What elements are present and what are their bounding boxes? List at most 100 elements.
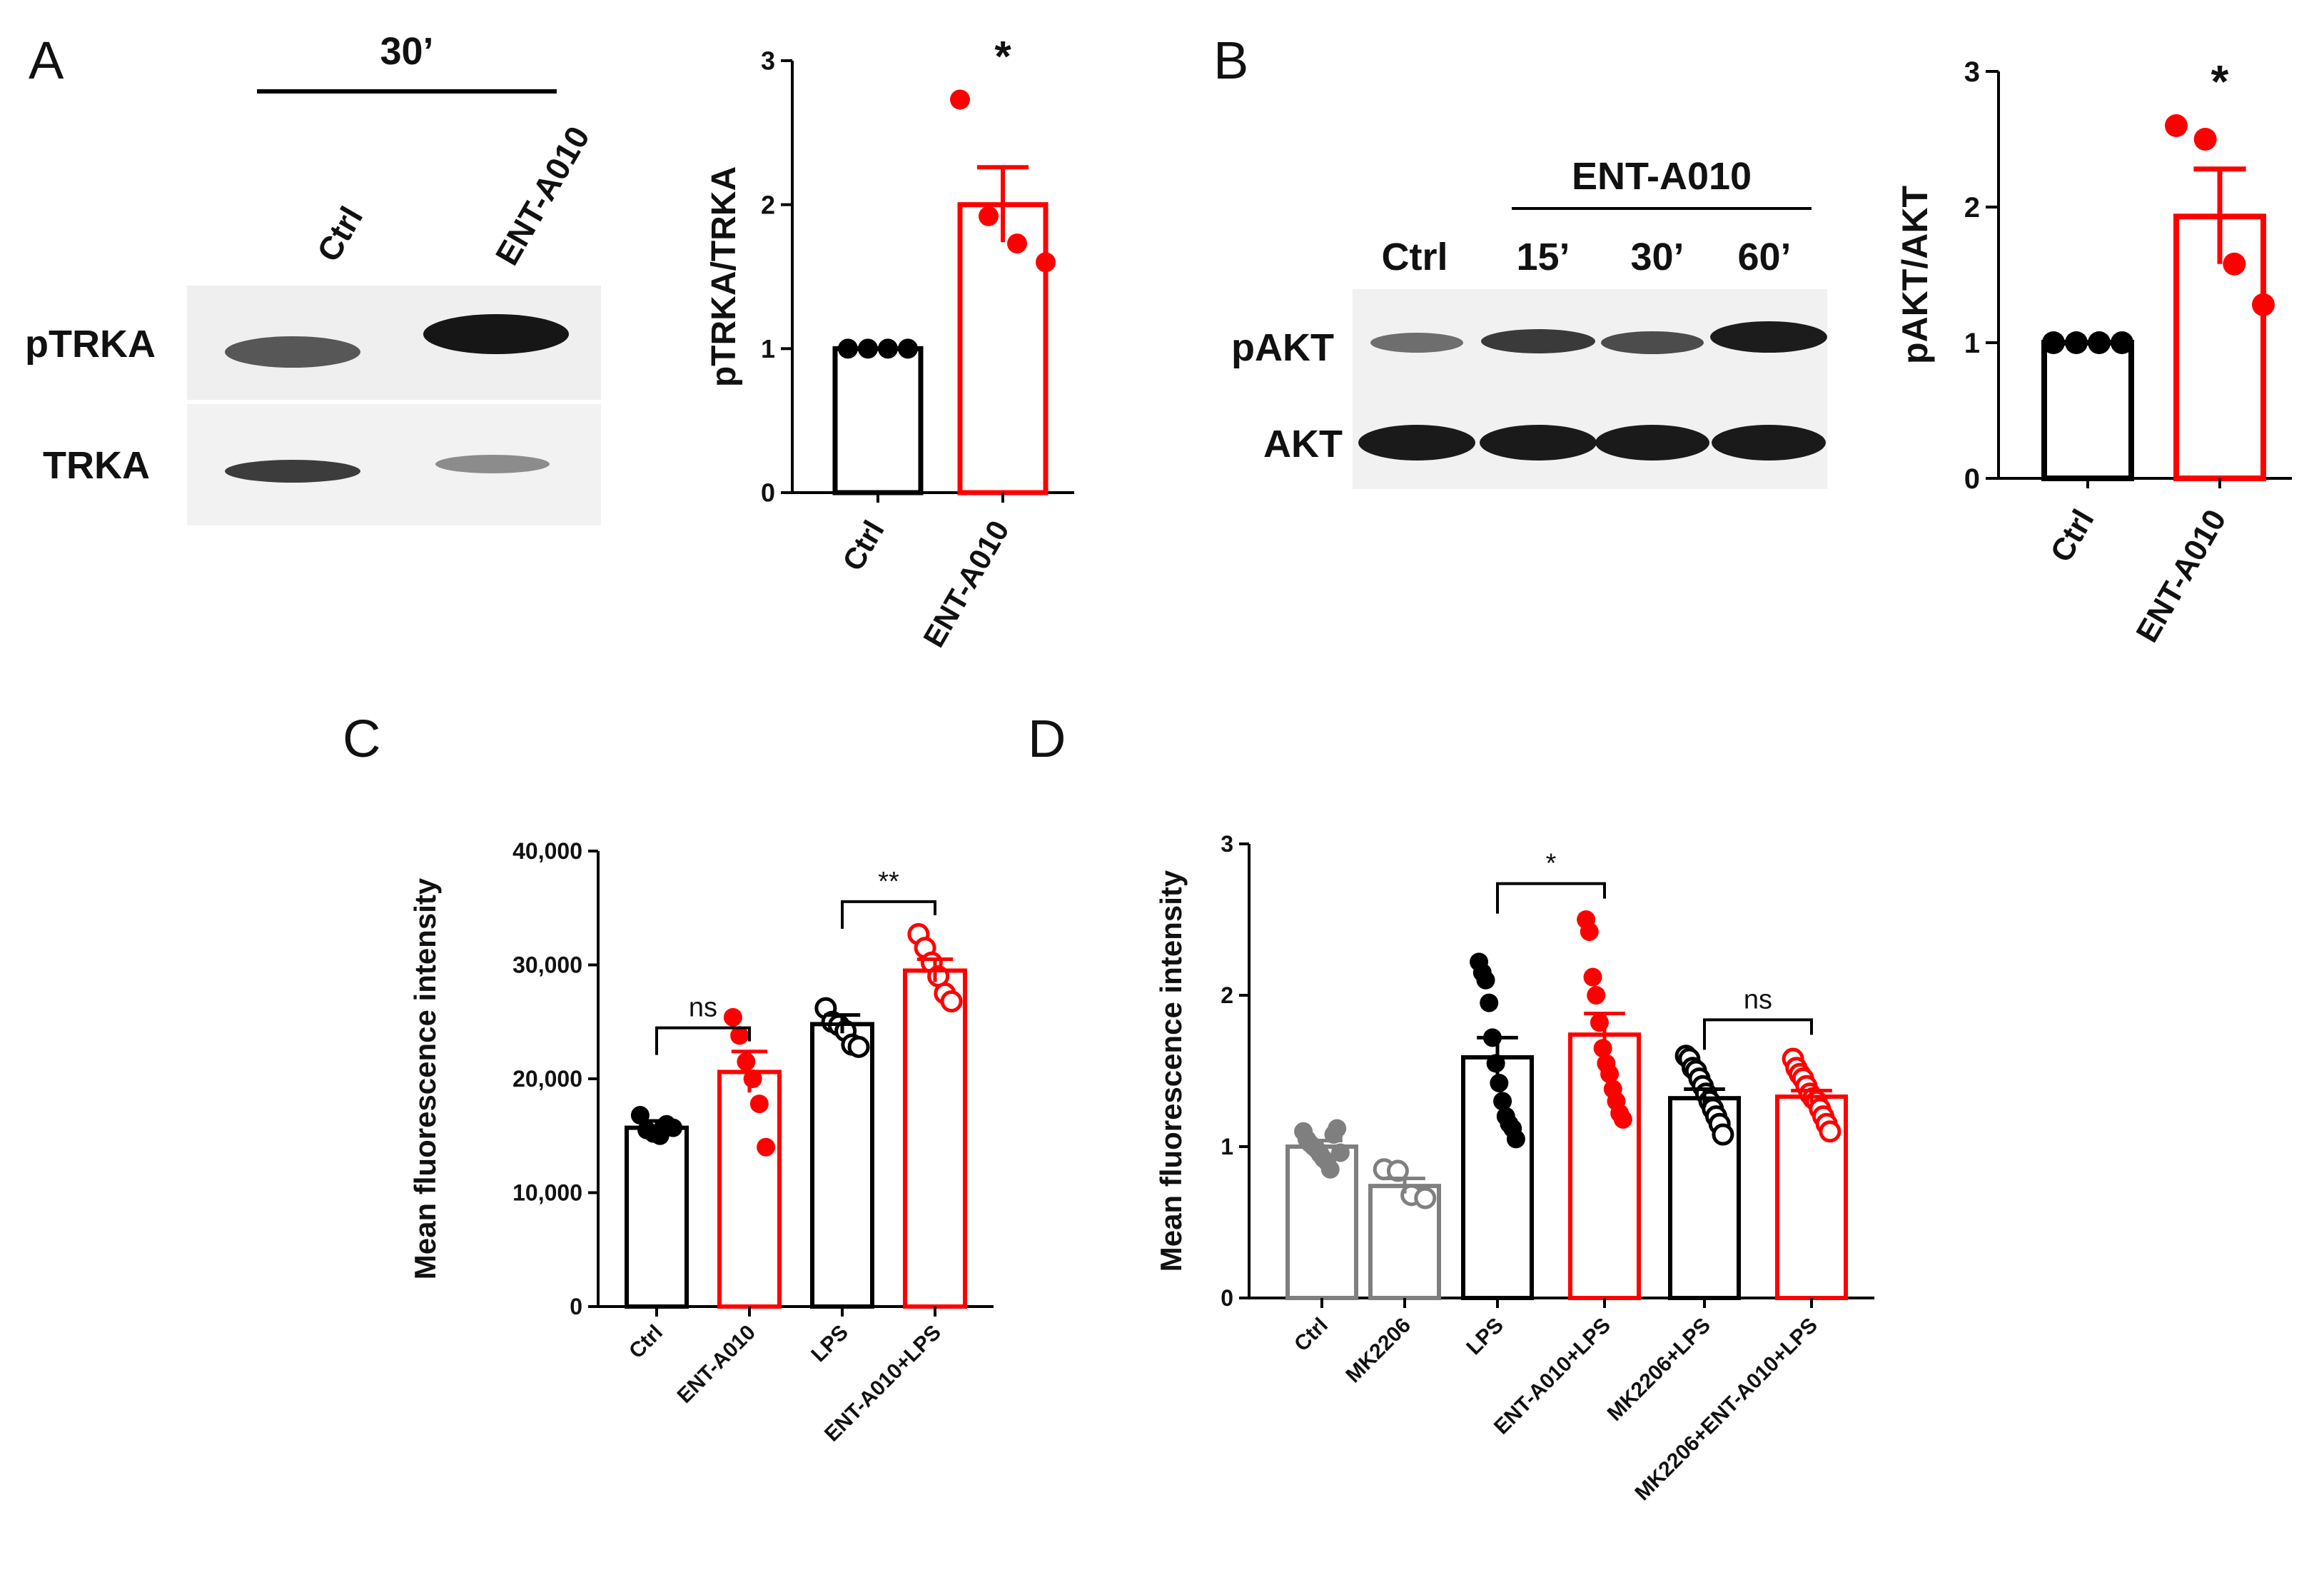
x-tick-label: MK2206+LPS [1603, 1314, 1715, 1426]
blot-b-band-pakt-ctrl [1370, 333, 1463, 353]
blot-b-lane-30: 30’ [1630, 236, 1684, 278]
x-tick-label: Ctrl [2043, 504, 2101, 568]
data-point [838, 338, 858, 359]
blot-a-lane-ctrl: Ctrl [310, 200, 370, 268]
chart-b: 0 1 2 3 pAKT/AKT Ctrl ENT-A010 * [1895, 56, 2292, 648]
blot-b-band-pakt-15 [1481, 329, 1595, 353]
y-tick-label: 0 [1221, 1285, 1233, 1311]
data-point [2165, 114, 2188, 137]
y-tick-label: 1 [1221, 1134, 1233, 1159]
data-point [749, 1095, 769, 1114]
x-tick-label: Ctrl [836, 515, 891, 576]
data-point [1036, 252, 1056, 273]
blot-a: 30’ Ctrl ENT-A010 pTRKA TRKA [25, 30, 601, 525]
x-tick-label: LPS [807, 1321, 853, 1367]
data-point [1414, 1187, 1437, 1209]
significance-bracket [1703, 1018, 1813, 1050]
blot-a-band-trka-ctrl [225, 460, 360, 483]
blot-a-row-trka: TRKA [43, 444, 150, 487]
blot-b-band-akt-15 [1480, 425, 1597, 461]
data-point [979, 206, 999, 226]
chart-a: 0 1 2 3 pTRKA/TRKA Ctrl ENT-A010 * [705, 32, 1074, 653]
y-tick-label: 0 [761, 478, 775, 508]
y-tick-label: 0 [570, 1294, 582, 1319]
blot-a-band-ptrka-ent [423, 314, 569, 354]
data-point [1819, 1120, 1841, 1143]
data-point [1613, 1110, 1632, 1129]
blot-a-band-trka-ent [435, 455, 550, 473]
data-point [730, 1026, 749, 1045]
y-tick-label: 1 [1964, 328, 1980, 359]
data-point [757, 1137, 776, 1157]
data-point [2042, 331, 2065, 354]
y-tick-label: 30,000 [512, 952, 582, 978]
data-point [737, 1052, 756, 1072]
blot-b-band-pakt-60 [1710, 321, 1827, 353]
significance-label: ns [1744, 985, 1772, 1015]
data-point [723, 1007, 742, 1027]
blot-a-timepoint-label: 30’ [380, 30, 433, 73]
data-point [2252, 293, 2275, 316]
panel-letter-d: D [1028, 709, 1066, 768]
data-point [1007, 233, 1027, 254]
significance-label: ** [878, 867, 899, 897]
blot-b-lane-60: 60’ [1737, 236, 1791, 278]
bar [832, 346, 924, 495]
y-tick-label: 1 [761, 334, 775, 363]
data-point [2088, 331, 2111, 354]
blot-a-band-ptrka-ctrl [225, 336, 360, 368]
significance-star: * [2211, 56, 2229, 107]
blot-b-row-pakt: pAKT [1231, 326, 1334, 369]
data-point [1580, 922, 1599, 941]
data-point [1328, 1119, 1347, 1138]
data-point [1480, 993, 1499, 1012]
y-tick-label: 40,000 [512, 838, 582, 864]
x-tick-label: ENT-A010 [673, 1321, 760, 1408]
x-tick-label: MK2206+ENT-A010+LPS [1630, 1314, 1822, 1506]
panel-letter-b: B [1213, 31, 1248, 90]
blot-b-band-akt-60 [1712, 425, 1826, 461]
y-axis-title: Mean fluorescence intensity [408, 877, 442, 1279]
data-point [1587, 986, 1606, 1005]
data-point [2193, 128, 2217, 151]
y-axis-title: pTRKA/TRKA [705, 166, 743, 387]
blot-b-lane-15: 15’ [1516, 236, 1570, 278]
data-point [1490, 1073, 1509, 1092]
data-point [2065, 331, 2088, 354]
data-point [1600, 1065, 1620, 1084]
significance-bracket [841, 900, 936, 929]
y-tick-label: 20,000 [512, 1066, 582, 1092]
chart-c: 0 10,000 20,000 30,000 40,000 Mean fluorescen… [408, 838, 994, 1446]
blot-a-row-ptrka: pTRKA [25, 323, 156, 366]
blot-b-group-label: ENT-A010 [1572, 155, 1752, 198]
data-point [1320, 1159, 1340, 1179]
x-tick-label: ENT-A010 [2130, 504, 2233, 648]
y-tick-label: 0 [1964, 463, 1980, 495]
panel-letter-a: A [29, 31, 64, 90]
bar [625, 1125, 689, 1309]
y-tick-label: 2 [1964, 192, 1980, 223]
blot-b: ENT-A010 Ctrl 15’ 30’ 60’ pAKT AKT [1231, 155, 1827, 489]
y-axis-title: pAKT/AKT [1895, 186, 1935, 364]
data-point [1506, 1129, 1525, 1149]
data-point [1712, 1123, 1734, 1146]
data-point [878, 338, 898, 359]
data-point [858, 338, 878, 359]
y-tick-label: 3 [761, 46, 775, 76]
data-point [847, 1035, 870, 1058]
blot-a-lane-ent: ENT-A010 [488, 120, 597, 271]
x-tick-label: LPS [1462, 1314, 1508, 1360]
data-point [898, 338, 918, 359]
y-tick-label: 10,000 [512, 1180, 582, 1206]
bar [1461, 1055, 1534, 1301]
bar [957, 202, 1049, 495]
bar [810, 1022, 874, 1309]
panel-letter-c: C [343, 709, 380, 768]
data-point [2111, 331, 2133, 354]
y-tick-label: 3 [1964, 56, 1980, 88]
data-point [940, 990, 963, 1013]
bar [717, 1070, 782, 1309]
significance-bracket [1496, 882, 1606, 914]
